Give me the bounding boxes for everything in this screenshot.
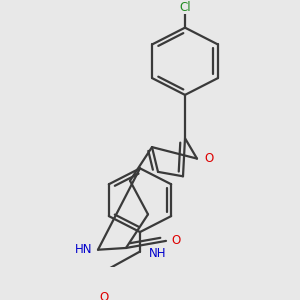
Text: Cl: Cl <box>179 1 191 14</box>
Text: NH: NH <box>149 247 167 260</box>
Text: HN: HN <box>75 243 93 256</box>
Text: O: O <box>99 291 109 300</box>
Text: O: O <box>204 152 214 165</box>
Text: O: O <box>171 234 181 248</box>
